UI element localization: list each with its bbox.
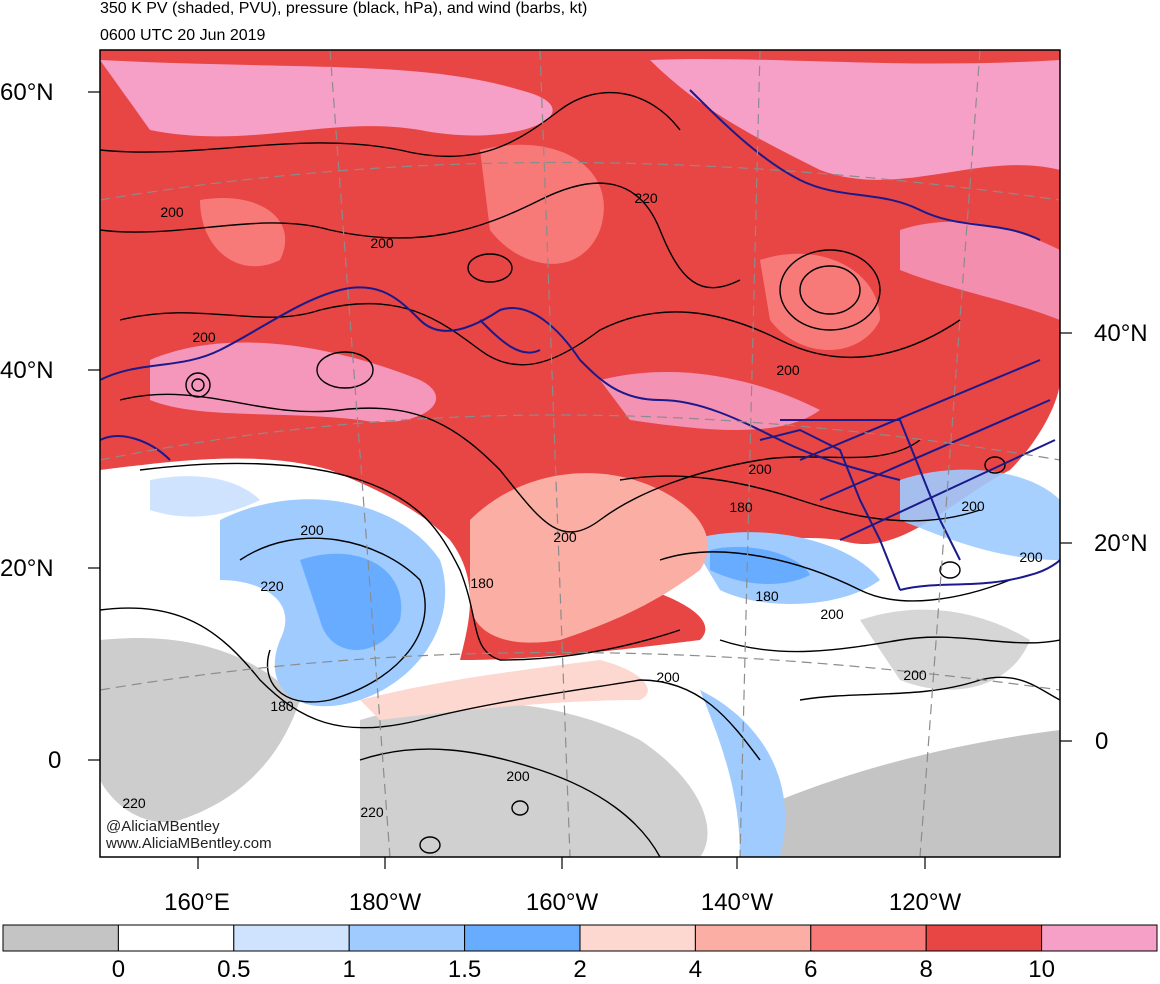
colorbar-tick-label: 1 [342, 956, 356, 983]
credit-handle: @AliciaMBentley [106, 818, 220, 835]
lon-label-180w: 180°W [348, 889, 422, 916]
pv-pink-streak [650, 58, 1060, 180]
pv-salmon-tongue [360, 660, 648, 720]
contour-label: 200 [192, 329, 216, 345]
pv-blue-swirl [710, 546, 810, 585]
contour-label: 200 [656, 669, 680, 685]
contour-label: 200 [300, 522, 324, 538]
pv-pink-streak [600, 371, 820, 430]
colorbar-swatch [464, 924, 581, 952]
colorbar-swatch [233, 924, 350, 952]
colorbar-tick-label: 8 [919, 956, 933, 983]
colorbar-tick-label: 0 [111, 956, 126, 983]
contour-label: 200 [370, 235, 394, 251]
colorbar-tick-label: 0.5 [217, 956, 251, 983]
contour-label: 200 [903, 667, 927, 683]
contour-label: 180 [729, 499, 753, 515]
pressure-contours [100, 91, 1060, 857]
pv-pink-streak [100, 60, 553, 137]
pv-salmon-tongue [470, 473, 708, 643]
pv-pink-streak [900, 221, 1060, 320]
lat-label-eq-right: 0 [1095, 728, 1109, 755]
lon-label-160w: 160°W [525, 889, 599, 916]
colorbar-swatch [2, 924, 119, 952]
pv-zero-patch [780, 730, 1060, 857]
map-title: 350 K PV (shaded, PVU), pressure (black,… [100, 0, 588, 17]
colorbar-tick-label: 1.5 [447, 956, 482, 983]
contour-label: 220 [360, 804, 384, 820]
colorbar-tick-label: 4 [688, 956, 703, 983]
colorbar-tick-label: 10 [1028, 956, 1055, 983]
contour-label: 200 [506, 768, 530, 784]
colorbar-swatch [348, 924, 466, 952]
contour-label: 180 [470, 575, 494, 591]
pv-zero-patch [100, 638, 300, 822]
latlon-grid [100, 50, 1060, 857]
contour-label: 220 [634, 190, 658, 206]
pv-zero-patch [360, 702, 708, 857]
map-valid-time: 0600 UTC 20 Jun 2019 [100, 27, 266, 44]
colorbar-swatch [117, 924, 235, 952]
colorbar-swatch [579, 924, 696, 952]
pv-field [100, 50, 1060, 857]
pv-blue-swirl [300, 553, 402, 650]
colorbar-swatch [925, 924, 1043, 952]
lon-label-160e: 160°E [164, 889, 230, 916]
contour-label: 200 [961, 498, 985, 514]
pv-pink-streak [150, 342, 437, 422]
lat-label-60n: 60°N [0, 79, 54, 106]
map-frame [99, 49, 1061, 858]
lat-label-40n-right: 40°N [1094, 320, 1148, 347]
contour-label: 200 [160, 204, 184, 220]
colorbar-swatch [810, 924, 927, 952]
pv-blue-swirl [150, 476, 260, 517]
contour-label: 200 [1019, 549, 1043, 565]
lat-label-20n: 20°N [0, 555, 54, 582]
colorbar-tick-label: 2 [573, 956, 587, 983]
pv-medium-patch [200, 198, 286, 267]
lat-label-20n-right: 20°N [1094, 530, 1148, 557]
contour-label: 180 [270, 698, 294, 714]
contour-label: 220 [122, 795, 146, 811]
lat-label-eq: 0 [48, 747, 62, 774]
contour-label: 180 [755, 588, 779, 604]
colorbar-swatch [694, 924, 812, 952]
pv-zero-patch [860, 609, 1030, 690]
contour-label: 220 [260, 578, 284, 594]
pv-medium-patch [480, 144, 604, 264]
lat-label-40n: 40°N [0, 357, 54, 384]
pv-colorbar [2, 924, 1158, 952]
colorbar-tick-label: 6 [804, 956, 818, 983]
contour-label: 200 [748, 461, 772, 477]
lon-label-140w: 140°W [700, 889, 774, 916]
contour-label: 200 [820, 606, 844, 622]
pv-blue-swirl [900, 469, 1060, 560]
pv-medium-patch [760, 253, 880, 350]
contour-label: 200 [553, 529, 577, 545]
lon-label-120w: 120°W [888, 889, 962, 916]
axis-ticks [88, 91, 1072, 869]
credit-site: www.AliciaMBentley.com [106, 835, 272, 852]
colorbar-swatch [1041, 924, 1158, 952]
pv-low-region [100, 380, 1060, 857]
contour-label: 200 [776, 362, 800, 378]
